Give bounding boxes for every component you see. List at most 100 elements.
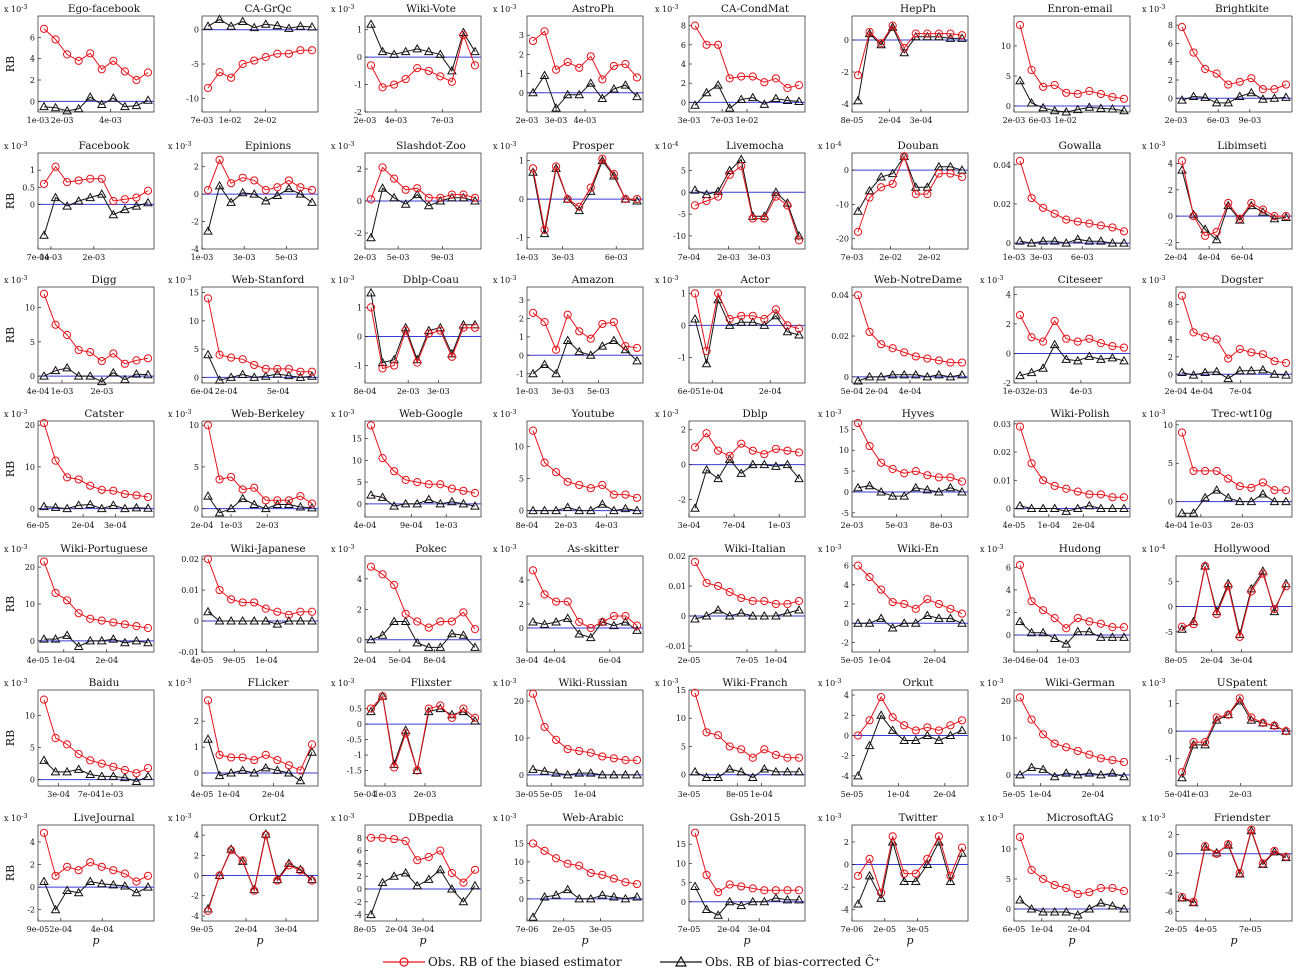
y-tick-label: 2 [194,163,199,172]
biased-point [1281,80,1291,89]
y-tick-label: 6 [30,33,35,42]
corrected-line [857,840,963,905]
y-multiplier: x 10-3 [4,677,28,688]
corrected-point [620,616,631,626]
biased-point [1189,48,1198,57]
biased-point [853,71,863,80]
biased-line [207,298,312,373]
y-tick-label: 10 [514,443,524,452]
biased-point [1281,582,1291,591]
y-tick-label: 5 [519,475,524,484]
x-tick-label: 8e-05 [1165,656,1188,665]
corrected-point [597,890,608,899]
corrected-point [620,893,631,903]
corrected-point [1061,906,1072,916]
biased-line [857,696,963,736]
corrected-point [574,346,585,356]
biased-point [1027,333,1036,342]
biased-point [1201,466,1210,476]
y-tick-label: 2 [357,605,362,614]
corrected-point [1084,500,1095,510]
corrected-point [96,503,107,513]
y-tick-label: 3 [519,31,524,40]
biased-line [370,166,476,200]
corrected-point [435,49,446,58]
y-tick-label: 4 [1006,586,1011,595]
corrected-point [736,607,747,617]
biased-point [1085,888,1094,897]
corrected-point [1061,768,1072,777]
corrected-point [736,468,747,477]
corrected-point [389,501,399,510]
corrected-point [1188,739,1199,749]
biased-point [609,61,618,71]
corrected-point [400,867,411,877]
corrected-point [295,501,306,511]
y-tick-label: 0 [681,898,686,907]
corrected-point [1258,207,1268,216]
corrected-point [1119,632,1129,641]
corrected-line [1019,80,1125,113]
y-multiplier: x 10-3 [493,677,517,688]
corrected-line [1181,92,1287,104]
biased-line [43,28,149,81]
corrected-point [1084,351,1095,360]
corrected-point [237,369,248,379]
corrected-point [759,610,770,620]
biased-point [702,346,711,356]
biased-point [1212,466,1221,476]
corrected-point [295,21,306,30]
corrected-point [423,642,434,651]
corrected-point [272,368,283,378]
y-tick-label: 4 [1168,58,1173,67]
corrected-point [1096,103,1106,112]
corrected-point [609,171,619,180]
biased-point [725,451,734,461]
x-tick-label: 4e-03 [574,116,597,125]
corrected-point [1072,503,1083,513]
corrected-point [794,766,804,776]
corrected-point [284,499,294,508]
x-tick-label: 7e-03 [431,116,454,125]
biased-line [370,566,476,630]
biased-point [1039,730,1048,739]
corrected-point [249,884,260,894]
biased-point [1201,562,1210,571]
corrected-point [73,500,84,509]
biased-point [540,225,549,234]
y-tick-label: 0.04 [993,161,1011,170]
panel-title: Wiki-Polish [1050,408,1109,420]
corrected-point [1234,365,1245,375]
biased-point [760,596,769,606]
biased-line [857,24,963,76]
biased-line [694,291,800,352]
biased-point [632,493,642,502]
corrected-point [143,882,153,891]
biased-line [532,843,638,885]
corrected-point [377,630,388,639]
corrected-point [1015,370,1025,380]
corrected-point [609,891,619,901]
biased-point [1212,335,1221,344]
panel-title: FLicker [247,677,289,689]
corrected-point [73,371,84,380]
y-tick-label: 0 [1168,370,1173,379]
biased-point [109,349,118,358]
biased-point [1073,614,1082,623]
y-tick-label: 0 [194,505,199,514]
biased-line [207,700,313,772]
biased-point [74,475,83,484]
biased-point [250,886,259,895]
corrected-point [574,505,585,515]
x-tick-label: 1e-04 [574,790,597,799]
y-multiplier: x 10-3 [493,408,517,419]
corrected-line [532,617,638,639]
x-tick-label: 2e-03 [717,253,740,262]
biased-point [609,874,618,883]
panel-title: Wiki-German [1045,677,1115,689]
biased-point [1270,357,1279,366]
corrected-point [724,610,735,620]
corrected-line [207,739,313,782]
corrected-point [120,772,130,782]
biased-point [934,356,943,365]
